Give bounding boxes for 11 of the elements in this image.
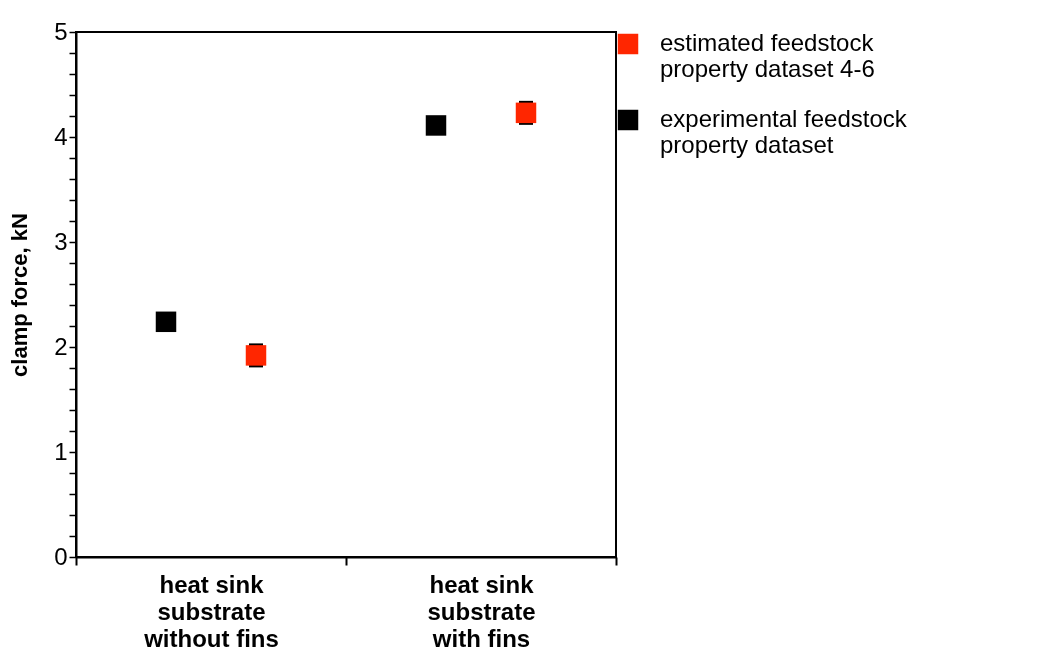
- y-tick-label: 0: [54, 542, 68, 570]
- y-axis-title: clamp force, kN: [7, 213, 33, 377]
- legend-label: estimated feedstock property dataset 4-6: [660, 29, 875, 82]
- y-tick-label: 5: [54, 17, 68, 45]
- y-tick-label: 4: [54, 122, 68, 150]
- y-tick-label: 2: [54, 332, 68, 360]
- x-tick-label: heat sink substrate without fins: [143, 570, 279, 652]
- legend-label: experimental feedstock property dataset: [660, 105, 908, 158]
- y-tick-label: 1: [54, 437, 68, 465]
- y-tick-label: 3: [54, 227, 68, 255]
- x-tick-label: heat sink substrate with fins: [427, 570, 536, 652]
